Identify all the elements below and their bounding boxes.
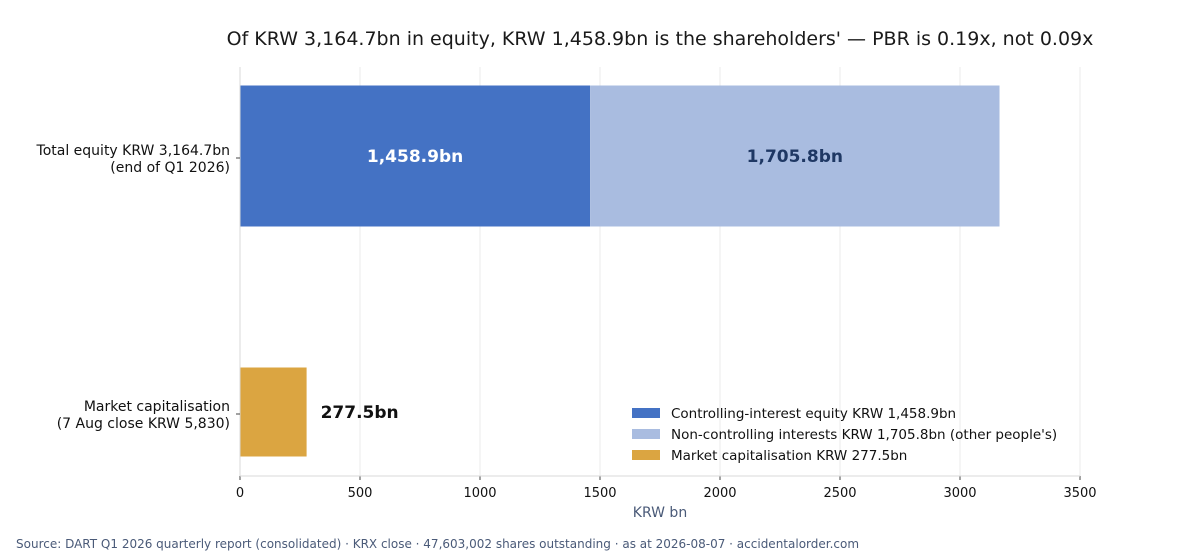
x-tick-label: 1000	[463, 486, 496, 501]
bars	[240, 85, 1000, 457]
x-tick-label: 2500	[823, 486, 856, 501]
x-tick-label: 1500	[583, 486, 616, 501]
legend-entry: Market capitalisation KRW 277.5bn	[671, 448, 907, 464]
data-label: 1,705.8bn	[747, 147, 843, 167]
bar-labels: 1,458.9bn 1,705.8bn 277.5bn	[321, 147, 843, 423]
x-axis-label: KRW bn	[633, 505, 687, 521]
bar-segment	[240, 367, 307, 457]
data-label: 1,458.9bn	[367, 147, 463, 167]
y-category-label: Total equity KRW 3,164.7bn (end of Q1 202…	[36, 143, 230, 176]
data-label: 277.5bn	[321, 403, 399, 423]
source-note: Source: DART Q1 2026 quarterly report (c…	[16, 537, 860, 551]
x-tick-label: 0	[236, 486, 244, 501]
x-tick-label: 3500	[1063, 486, 1096, 501]
legend-swatch	[632, 450, 660, 460]
legend: Controlling-interest equity KRW 1,458.9b…	[632, 406, 1057, 464]
y-category-label: Market capitalisation (7 Aug close KRW 5,…	[57, 399, 230, 432]
legend-swatch	[632, 408, 660, 418]
x-tick-label: 500	[348, 486, 373, 501]
axes: 0 500 1000 1500 2000 2500 3000 3500 Total equity…	[36, 67, 1097, 501]
bar-segment	[590, 85, 1000, 227]
x-tick-label: 3000	[943, 486, 976, 501]
x-tick-label: 2000	[703, 486, 736, 501]
legend-entry: Non-controlling interests KRW 1,705.8bn …	[671, 427, 1057, 443]
chart-title: Of KRW 3,164.7bn in equity, KRW 1,458.9b…	[227, 28, 1094, 50]
bar-segment	[240, 85, 591, 227]
legend-swatch	[632, 429, 660, 439]
legend-entry: Controlling-interest equity KRW 1,458.9b…	[671, 406, 956, 422]
chart: Of KRW 3,164.7bn in equity, KRW 1,458.9b…	[36, 28, 1097, 521]
